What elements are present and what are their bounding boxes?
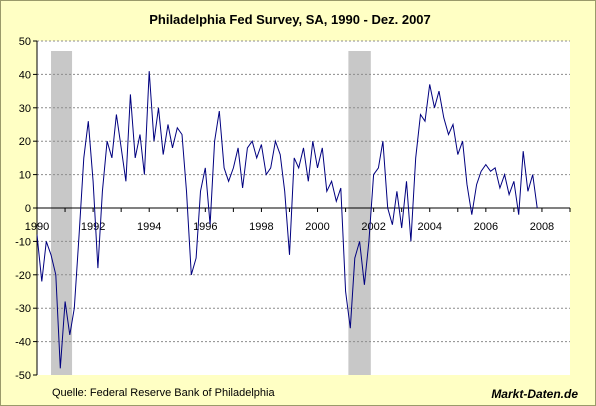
brand-label: Markt-Daten.de xyxy=(491,387,578,401)
y-tick-label-4: 10 xyxy=(19,170,31,182)
chart-title: Philadelphia Fed Survey, SA, 1990 - Dez.… xyxy=(149,12,431,27)
x-tick-label-3: 1996 xyxy=(193,221,217,233)
y-tick-label-7: -20 xyxy=(15,270,31,282)
y-tick-label-3: 20 xyxy=(19,136,31,148)
recession-band-1 xyxy=(348,51,371,375)
x-tick-label-6: 2002 xyxy=(361,221,385,233)
x-tick-label-1: 1992 xyxy=(81,221,105,233)
series-line-0 xyxy=(36,71,538,369)
y-tick-label-0: 50 xyxy=(19,36,31,48)
source-note: Quelle: Federal Reserve Bank of Philadel… xyxy=(52,387,275,399)
y-tick-label-9: -40 xyxy=(15,337,31,349)
x-tick-label-8: 2006 xyxy=(474,221,498,233)
y-tick-label-8: -30 xyxy=(15,303,31,315)
x-tick-label-2: 1994 xyxy=(137,221,161,233)
y-tick-label-10: -50 xyxy=(15,370,31,382)
y-tick-label-5: 0 xyxy=(25,203,31,215)
x-tick-label-4: 1998 xyxy=(249,221,273,233)
x-tick-label-9: 2008 xyxy=(530,221,554,233)
y-tick-label-2: 30 xyxy=(19,103,31,115)
x-tick-label-7: 2004 xyxy=(417,221,441,233)
x-tick-label-5: 2000 xyxy=(305,221,329,233)
y-tick-label-6: -10 xyxy=(15,236,31,248)
y-tick-label-1: 40 xyxy=(19,69,31,81)
